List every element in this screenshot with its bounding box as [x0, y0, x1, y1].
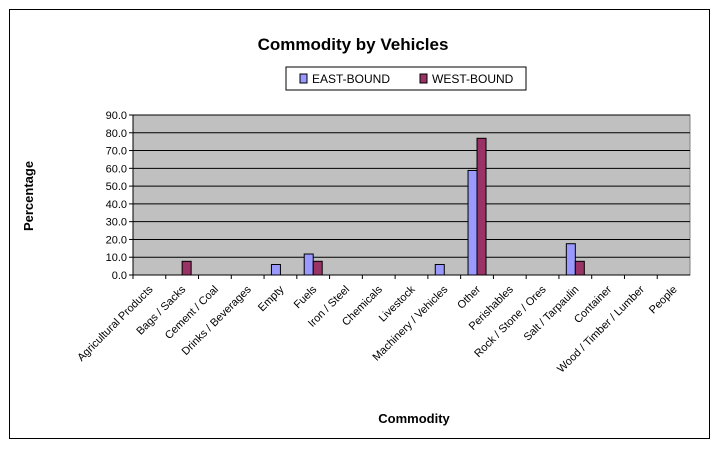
plot-area: 0.010.020.030.040.050.060.070.080.090.0A… — [75, 110, 691, 375]
x-tick-label: Other — [455, 283, 483, 311]
chart-title: Commodity by Vehicles — [258, 35, 449, 54]
y-tick-label: 10.0 — [106, 252, 127, 264]
x-tick-label: Fuels — [292, 283, 320, 311]
plot-background — [132, 114, 691, 276]
legend-label-west-bound: WEST-BOUND — [432, 72, 514, 86]
bar-east-bound-5 — [303, 253, 314, 276]
legend-swatch-west-bound — [419, 73, 428, 84]
y-tick-label: 40.0 — [106, 199, 127, 211]
x-tick-label: Empty — [256, 283, 287, 314]
x-tick-label: People — [647, 284, 680, 317]
y-tick-label: 70.0 — [106, 146, 127, 158]
y-tick-label: 20.0 — [106, 234, 127, 246]
bar-west-bound-1 — [181, 260, 192, 276]
bar-east-bound-9 — [434, 264, 445, 276]
y-tick-label: 30.0 — [106, 217, 127, 229]
y-tick-label: 60.0 — [106, 163, 127, 175]
bar-east-bound-13 — [565, 243, 576, 276]
y-axis-label: Percentage — [21, 161, 36, 231]
y-tick-label: 90.0 — [106, 110, 127, 122]
x-axis-label: Commodity — [378, 411, 450, 426]
legend-swatch-east-bound — [299, 73, 308, 84]
y-tick-label: 80.0 — [106, 128, 127, 140]
legend-box — [285, 66, 527, 91]
bar-west-bound-13 — [574, 260, 585, 276]
bar-east-bound-10 — [467, 169, 478, 276]
bar-east-bound-4 — [270, 264, 281, 276]
y-tick-label: 50.0 — [106, 181, 127, 193]
bar-west-bound-5 — [312, 260, 323, 276]
legend: EAST-BOUND WEST-BOUND — [285, 66, 527, 91]
legend-label-east-bound: EAST-BOUND — [312, 72, 390, 86]
bar-west-bound-10 — [476, 137, 487, 276]
y-tick-label: 0.0 — [112, 270, 127, 282]
